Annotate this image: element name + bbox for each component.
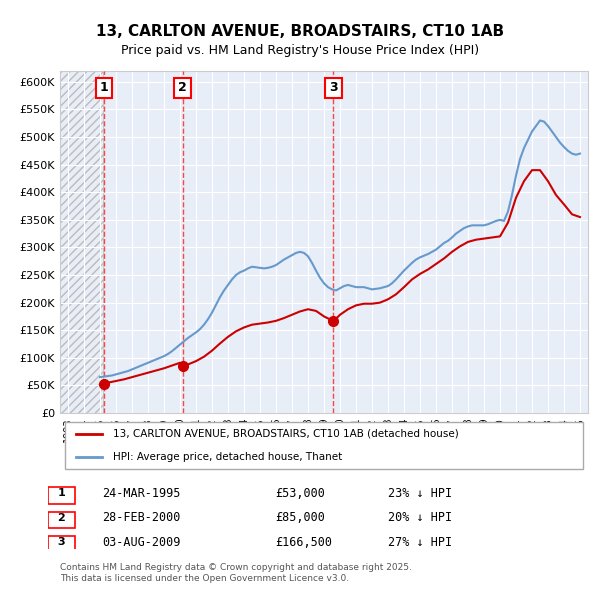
FancyBboxPatch shape [48,512,75,528]
Text: 24-MAR-1995: 24-MAR-1995 [102,487,181,500]
Text: 3: 3 [329,81,338,94]
Text: 27% ↓ HPI: 27% ↓ HPI [388,536,452,549]
FancyBboxPatch shape [48,487,75,504]
Text: HPI: Average price, detached house, Thanet: HPI: Average price, detached house, Than… [113,452,342,462]
Text: 13, CARLTON AVENUE, BROADSTAIRS, CT10 1AB (detached house): 13, CARLTON AVENUE, BROADSTAIRS, CT10 1A… [113,429,458,439]
Text: £166,500: £166,500 [275,536,332,549]
Text: £85,000: £85,000 [275,511,325,525]
Text: 03-AUG-2009: 03-AUG-2009 [102,536,181,549]
Text: 13, CARLTON AVENUE, BROADSTAIRS, CT10 1AB: 13, CARLTON AVENUE, BROADSTAIRS, CT10 1A… [96,24,504,38]
Text: Price paid vs. HM Land Registry's House Price Index (HPI): Price paid vs. HM Land Registry's House … [121,44,479,57]
Text: 3: 3 [58,537,65,547]
Text: 20% ↓ HPI: 20% ↓ HPI [388,511,452,525]
Text: 1: 1 [100,81,108,94]
Text: 28-FEB-2000: 28-FEB-2000 [102,511,181,525]
Text: Contains HM Land Registry data © Crown copyright and database right 2025.
This d: Contains HM Land Registry data © Crown c… [60,563,412,583]
Text: 2: 2 [58,513,65,523]
Text: £53,000: £53,000 [275,487,325,500]
FancyBboxPatch shape [48,536,75,552]
Text: 1: 1 [58,489,65,499]
FancyBboxPatch shape [65,421,583,470]
Text: 23% ↓ HPI: 23% ↓ HPI [388,487,452,500]
Text: 2: 2 [178,81,187,94]
